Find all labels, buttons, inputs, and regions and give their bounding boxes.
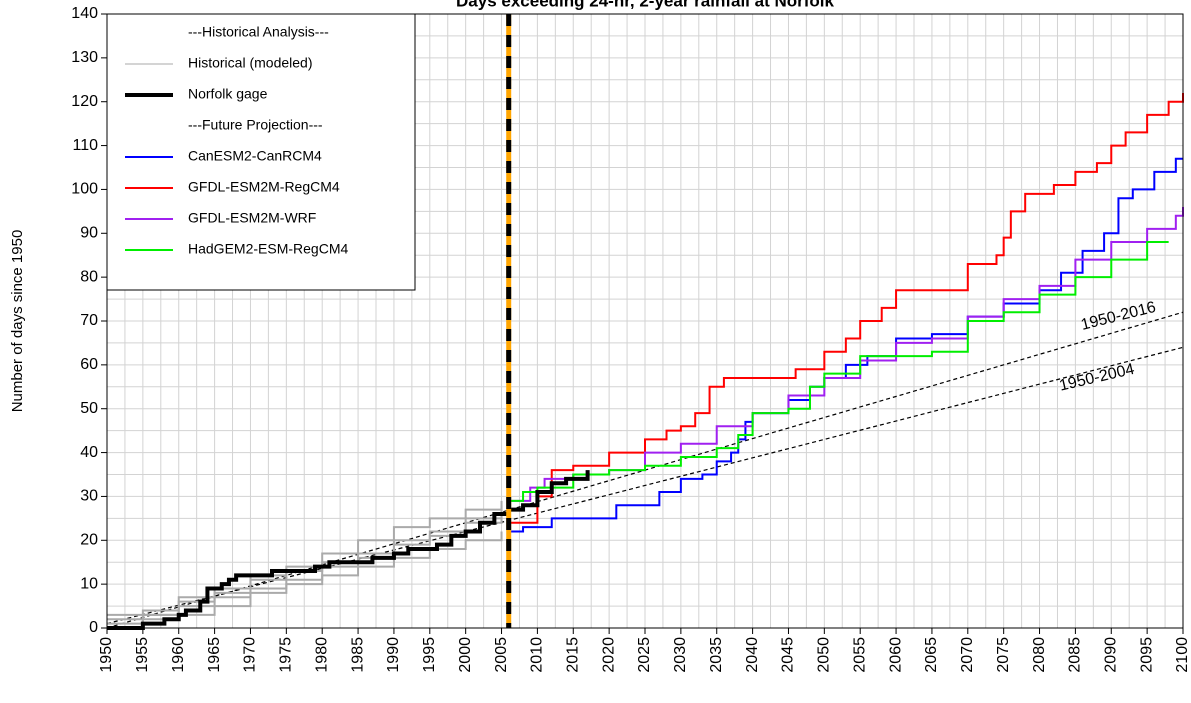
legend-title: ---Future Projection--- [188,117,323,133]
y-tick-label: 130 [71,49,98,66]
line [107,470,590,630]
legend-label: GFDL-ESM2M-RegCM4 [188,179,340,195]
legend-label: CanESM2-CanRCM4 [188,148,322,164]
x-tick-label: 2015 [564,637,581,673]
x-tick-label: 2035 [708,637,725,673]
y-axis-label: Number of days since 1950 [9,230,26,413]
x-tick-label: 2045 [780,637,797,673]
x-tick-label: 1975 [278,637,295,673]
x-tick-label: 1980 [313,637,330,673]
x-tick-label: 2085 [1067,637,1084,673]
x-tick-label: 1955 [134,637,151,673]
y-tick-label: 60 [80,356,98,373]
x-tick-label: 2000 [457,637,474,673]
y-tick-label: 40 [80,444,98,461]
x-tick-label: 2025 [636,637,653,673]
legend-label: Historical (modeled) [188,55,312,71]
x-tick-label: 2090 [1102,637,1119,673]
y-tick-label: 90 [80,225,98,242]
plot-border [106,13,1184,629]
x-tick-label: 2050 [816,637,833,673]
x-tick-label: 2060 [887,637,904,673]
x-tick-label: 2080 [1031,637,1048,673]
x-tick-label: 1965 [206,637,223,673]
line [508,241,1169,502]
x-tick-label: 2065 [923,637,940,673]
x-tick-label: 2030 [672,637,689,673]
y-tick-label: 0 [89,619,98,636]
x-tick-label: 1990 [385,637,402,673]
x-tick-label: 2005 [493,637,510,673]
legend-label: HadGEM2-ESM-RegCM4 [188,241,348,257]
x-tick-label: 1995 [421,637,438,673]
x-tick-label: 2020 [600,637,617,673]
x-tick-label: 2010 [529,637,546,673]
x-tick-label: 2075 [995,637,1012,673]
y-tick-label: 110 [72,137,98,154]
x-tick-label: 1950 [98,637,115,673]
x-tick-label: 1960 [170,637,187,673]
y-tick-label: 20 [80,532,98,549]
x-tick-label: 2070 [959,637,976,673]
y-tick-label: 120 [71,93,98,110]
x-tick-label: 2040 [744,637,761,673]
y-tick-label: 70 [80,312,98,329]
x-tick-label: 1970 [242,637,259,673]
legend-label: GFDL-ESM2M-WRF [188,210,316,226]
y-tick-label: 50 [80,400,98,417]
line [107,509,503,625]
legend: ---Historical Analysis--- Historical (mod… [106,13,416,291]
x-tick-label: 2055 [851,637,868,673]
y-tick-label: 80 [80,268,98,285]
legend-title: ---Historical Analysis--- [188,24,329,40]
x-tick-label: 2095 [1138,637,1155,673]
chart-title: Days exceeding 24-hr, 2-year rainfall at… [456,0,834,10]
line [508,92,1184,524]
y-tick-label: 100 [71,181,98,198]
x-tick-label: 1985 [349,637,366,673]
y-tick-label: 10 [80,575,98,592]
y-tick-label: 140 [71,5,98,22]
legend-label: Norfolk gage [188,86,268,102]
y-tick-label: 30 [80,488,98,505]
x-tick-label: 2100 [1174,637,1191,673]
legend-box [106,13,416,291]
